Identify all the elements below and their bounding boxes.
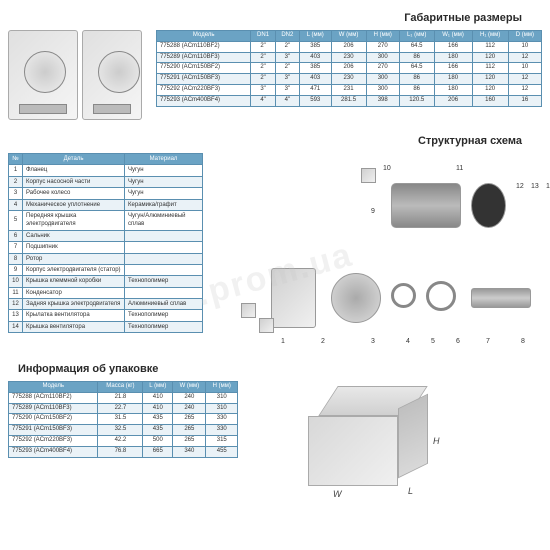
table-row: 2Корпус насосной частиЧугун (9, 176, 203, 187)
lbl-12: 12 (516, 183, 524, 190)
lbl-4: 4 (406, 338, 410, 345)
table-row: 775288 (ACm110BF2)21.8410240310 (9, 392, 238, 403)
lbl-2: 2 (321, 338, 325, 345)
table-row: 3Рабочее колесоЧугун (9, 188, 203, 199)
table-row: 775290 (ACm150BF2)31.5435265330 (9, 414, 238, 425)
col-header: DN2 (275, 31, 299, 42)
table-row: 775289 (ACm110BF3)2"3"403230300861801201… (157, 52, 542, 63)
lbl-5: 5 (431, 338, 435, 345)
table-row: 13Крылатка вентилятораТехнополимер (9, 310, 203, 321)
parts-table: №ДетальМатериал 1ФланецЧугун2Корпус насо… (8, 153, 203, 333)
lbl-14: 14 (546, 183, 550, 190)
table-row: 775292 (ACm220BF3)42.2500265315 (9, 435, 238, 446)
table-row: 775293 (ACm400BF4)4"4"593281.5398120.520… (157, 95, 542, 106)
table-row: 775289 (ACm110BF3)22.7410240310 (9, 403, 238, 414)
table-row: 775288 (ACm110BF2)2"2"38520627064.516611… (157, 41, 542, 52)
col-header: H₁ (мм) (472, 31, 508, 42)
pump-side-view (82, 30, 142, 120)
part-ring1 (391, 283, 416, 308)
box-side (398, 394, 428, 479)
dim-l: L (408, 486, 413, 496)
lbl-7: 7 (486, 338, 490, 345)
table-row: 775291 (ACm150BF3)2"3"403230300861801201… (157, 74, 542, 85)
table-row: 1ФланецЧугун (9, 165, 203, 176)
col-header: H (мм) (366, 31, 399, 42)
pump-front-view (8, 30, 78, 120)
box-front (308, 416, 398, 486)
col-header: L (мм) (300, 31, 331, 42)
table-row: 10Крышка клеммной коробкиТехнополимер (9, 276, 203, 287)
lbl-1: 1 (281, 338, 285, 345)
col-header: DN1 (251, 31, 275, 42)
col-header: W (мм) (331, 31, 366, 42)
part-impeller (331, 273, 381, 323)
col-header: W₁ (мм) (434, 31, 472, 42)
table-row: 11Конденсатор (9, 287, 203, 298)
part-bolt1 (241, 303, 256, 318)
table-row: 775290 (ACm150BF2)2"2"38520627064.516611… (157, 63, 542, 74)
lbl-8: 8 (521, 338, 525, 345)
lbl-13: 13 (531, 183, 539, 190)
col-header: H (мм) (206, 382, 238, 393)
table-row: 775293 (ACm400BF4)76.8665340455 (9, 446, 238, 457)
part-cap (471, 183, 506, 228)
col-header: Масса (кг) (98, 382, 143, 393)
part-flange (271, 268, 316, 328)
col-header: № (9, 154, 23, 165)
lbl-3: 3 (371, 338, 375, 345)
table-row: 8Ротор (9, 253, 203, 264)
col-header: L₁ (мм) (399, 31, 434, 42)
col-header: Деталь (23, 154, 125, 165)
dim-w: W (333, 489, 342, 499)
lbl-11: 11 (456, 165, 463, 172)
col-header: Материал (125, 154, 203, 165)
pack-table: МодельМасса (кг)L (мм)W (мм)H (мм) 77528… (8, 381, 238, 458)
struct-title: Структурная схема (8, 135, 522, 147)
part-rotor (471, 288, 531, 308)
table-row: 6Сальник (9, 230, 203, 241)
part-motor (391, 183, 461, 228)
part-ring2 (426, 281, 456, 311)
table-row: 5Передняя крышка электродвигателяЧугун/А… (9, 210, 203, 230)
dims-table: МодельDN1DN2L (мм)W (мм)H (мм)L₁ (мм)W₁ … (156, 30, 542, 107)
col-header: Модель (9, 382, 98, 393)
pump-schematic (8, 30, 148, 125)
part-bolt2 (259, 318, 274, 333)
col-header: W (мм) (173, 382, 206, 393)
table-row: 775291 (ACm150BF3)32.5435265330 (9, 425, 238, 436)
table-row: 7Подшипник (9, 242, 203, 253)
table-row: 775292 (ACm220BF3)3"3"471231300861801201… (157, 84, 542, 95)
package-box-diagram: H W L (288, 386, 448, 506)
pack-title: Информация об упаковке (18, 363, 522, 375)
dims-title: Габаритные размеры (8, 12, 522, 24)
col-header: D (мм) (508, 31, 541, 42)
table-row: 9Корпус электродвигателя (статор) (9, 264, 203, 275)
col-header: Модель (157, 31, 251, 42)
col-header: L (мм) (143, 382, 173, 393)
exploded-view: 10 11 12 13 14 9 1 2 3 4 5 6 7 8 (211, 153, 542, 353)
lbl-6: 6 (456, 338, 460, 345)
table-row: 14Крышка вентилятораТехнополимер (9, 321, 203, 332)
dim-h: H (433, 436, 440, 446)
table-row: 4Механическое уплотнениеКерамика/графит (9, 199, 203, 210)
lbl-10: 10 (383, 165, 391, 172)
part-terminal (361, 168, 376, 183)
lbl-9: 9 (371, 208, 375, 215)
table-row: 12Задняя крышка электродвигателяАлюминие… (9, 299, 203, 310)
